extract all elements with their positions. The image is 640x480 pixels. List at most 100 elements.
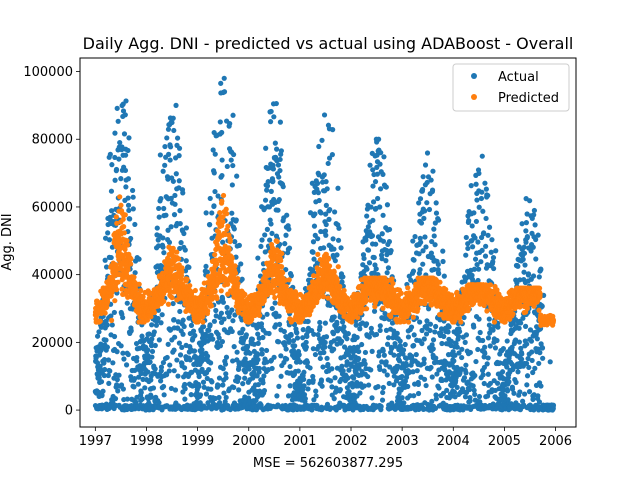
actual-point	[523, 239, 529, 245]
actual-point	[196, 373, 202, 380]
actual-point	[245, 343, 251, 350]
actual-point	[261, 373, 267, 379]
predicted-point	[97, 318, 103, 324]
actual-point	[228, 157, 234, 163]
actual-point	[104, 344, 110, 350]
actual-point	[370, 217, 376, 223]
actual-point	[201, 324, 207, 330]
actual-point	[95, 389, 102, 395]
predicted-point	[109, 288, 115, 295]
actual-point	[463, 252, 469, 258]
actual-point	[267, 217, 273, 223]
actual-point	[208, 360, 214, 366]
actual-point	[502, 393, 508, 399]
actual-point	[324, 355, 330, 361]
actual-point	[487, 380, 493, 387]
actual-point	[281, 328, 287, 335]
actual-point	[275, 339, 282, 345]
actual-point	[251, 341, 257, 347]
actual-point	[386, 226, 393, 233]
actual-point	[436, 270, 442, 277]
actual-point	[286, 245, 293, 251]
actual-point	[221, 89, 228, 95]
actual-point	[533, 236, 539, 243]
actual-point	[182, 386, 188, 392]
actual-point	[485, 355, 491, 361]
actual-point	[370, 199, 377, 205]
actual-point	[523, 228, 529, 234]
actual-point	[294, 335, 301, 341]
actual-point	[106, 237, 113, 243]
actual-point	[441, 333, 447, 339]
actual-point	[145, 347, 151, 353]
actual-point	[429, 398, 435, 404]
actual-point	[388, 248, 394, 254]
actual-point	[534, 336, 540, 342]
actual-point	[394, 330, 400, 336]
predicted-point	[113, 262, 119, 268]
actual-point	[223, 354, 230, 360]
actual-point	[173, 102, 179, 108]
actual-point	[156, 400, 162, 406]
actual-point	[305, 386, 311, 392]
actual-point	[277, 167, 283, 174]
actual-point	[229, 328, 235, 335]
predicted-point	[242, 291, 248, 297]
actual-point	[523, 360, 530, 367]
actual-point	[271, 354, 277, 360]
actual-point	[131, 376, 138, 382]
actual-point	[254, 352, 261, 358]
actual-point	[369, 395, 375, 401]
actual-point	[421, 356, 427, 362]
actual-point	[433, 323, 439, 330]
predicted-point	[274, 238, 280, 245]
predicted-point	[128, 256, 134, 262]
actual-point	[420, 248, 426, 254]
actual-point	[206, 367, 212, 373]
actual-point	[421, 360, 427, 366]
actual-point	[426, 206, 433, 213]
actual-point	[160, 244, 166, 250]
actual-point	[165, 227, 171, 233]
actual-point	[481, 230, 487, 236]
actual-point	[276, 321, 283, 327]
actual-point	[340, 274, 346, 280]
actual-point	[292, 343, 298, 349]
actual-point	[223, 394, 229, 401]
actual-point	[332, 209, 338, 215]
actual-point	[172, 201, 178, 207]
actual-point	[166, 151, 172, 157]
actual-point	[529, 357, 535, 364]
actual-point	[303, 339, 309, 345]
actual-point	[480, 372, 486, 378]
actual-point	[234, 349, 240, 355]
predicted-point	[179, 269, 185, 275]
actual-point	[422, 162, 429, 168]
actual-point	[178, 240, 184, 246]
actual-point	[148, 343, 155, 349]
actual-point	[431, 226, 437, 232]
actual-point	[526, 364, 532, 371]
actual-point	[426, 306, 432, 312]
actual-point	[115, 388, 121, 394]
actual-point	[230, 112, 236, 118]
actual-point	[407, 393, 413, 399]
actual-point	[288, 273, 294, 279]
actual-point	[166, 368, 172, 374]
actual-point	[423, 331, 430, 337]
actual-point	[209, 210, 215, 216]
actual-point	[328, 405, 334, 411]
actual-point	[430, 346, 436, 352]
actual-point	[532, 222, 538, 228]
actual-point	[125, 176, 131, 182]
actual-point	[301, 369, 307, 375]
actual-point	[316, 197, 322, 204]
predicted-point	[115, 279, 121, 285]
predicted-point	[179, 265, 185, 271]
actual-point	[203, 391, 210, 397]
predicted-point	[161, 298, 167, 304]
actual-point	[123, 184, 129, 190]
actual-point	[283, 232, 289, 238]
actual-point	[220, 239, 226, 245]
actual-point	[518, 345, 524, 351]
